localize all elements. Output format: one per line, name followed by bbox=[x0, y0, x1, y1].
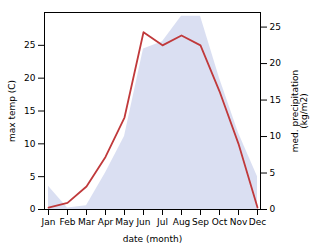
svg-text:Jun: Jun bbox=[135, 217, 150, 227]
svg-text:5: 5 bbox=[30, 172, 36, 182]
svg-text:Feb: Feb bbox=[60, 217, 76, 227]
svg-text:max temp (C): max temp (C) bbox=[7, 80, 17, 142]
svg-text:Sep: Sep bbox=[192, 217, 209, 227]
svg-text:5: 5 bbox=[270, 168, 276, 178]
svg-text:25: 25 bbox=[24, 40, 35, 50]
svg-text:0: 0 bbox=[270, 204, 276, 214]
svg-text:Jul: Jul bbox=[156, 217, 168, 227]
svg-text:10: 10 bbox=[270, 131, 282, 141]
svg-text:Dec: Dec bbox=[249, 217, 266, 227]
svg-text:date (month): date (month) bbox=[123, 234, 182, 244]
svg-text:10: 10 bbox=[24, 139, 36, 149]
svg-text:20: 20 bbox=[24, 73, 36, 83]
svg-text:0: 0 bbox=[30, 204, 36, 214]
svg-text:Mar: Mar bbox=[78, 217, 95, 227]
svg-text:Jan: Jan bbox=[41, 217, 56, 227]
svg-text:15: 15 bbox=[24, 106, 35, 116]
svg-text:med. precipitation(kg/m2): med. precipitation(kg/m2) bbox=[290, 70, 309, 152]
svg-text:Apr: Apr bbox=[98, 217, 114, 227]
svg-text:Oct: Oct bbox=[212, 217, 228, 227]
svg-text:25: 25 bbox=[270, 22, 281, 32]
svg-text:Nov: Nov bbox=[230, 217, 248, 227]
svg-text:Aug: Aug bbox=[173, 217, 191, 227]
svg-text:20: 20 bbox=[270, 58, 282, 68]
svg-text:15: 15 bbox=[270, 95, 281, 105]
svg-text:May: May bbox=[115, 217, 134, 227]
